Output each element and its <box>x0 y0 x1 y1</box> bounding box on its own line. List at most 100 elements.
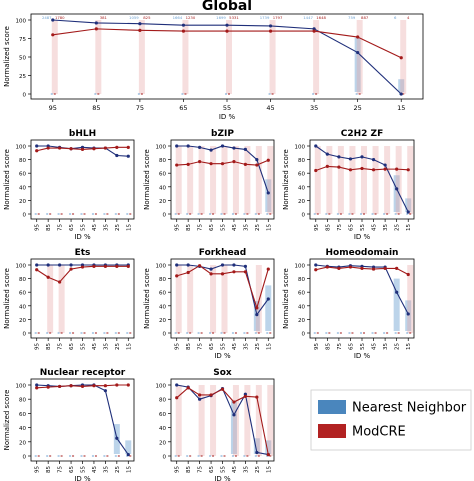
chart-title: Forkhead <box>199 248 246 258</box>
mc-point <box>232 160 236 164</box>
x-tick-label: 45 <box>372 343 378 350</box>
mc-point <box>314 168 318 173</box>
y-tick-label: 40 <box>19 304 26 310</box>
nn-distribution-box <box>393 175 400 212</box>
y-tick-label: 0 <box>23 93 27 99</box>
nn-point <box>35 263 39 267</box>
mc-point <box>69 147 73 151</box>
nn-count-label: 1739 <box>260 15 270 20</box>
nn-point <box>225 23 229 27</box>
y-tick-label: 80 <box>159 158 166 164</box>
nn-point <box>186 144 190 148</box>
x-tick-label: 65 <box>69 224 75 231</box>
x-tick-label: 45 <box>372 224 378 231</box>
mc-distribution-box <box>407 265 414 333</box>
mc-distribution-box <box>407 146 414 214</box>
x-tick-label: 15 <box>126 224 132 231</box>
y-tick-label: 80 <box>159 398 166 404</box>
x-tick-label: 95 <box>175 224 181 231</box>
mc-distribution-box <box>175 265 182 333</box>
x-tick-label: 85 <box>46 466 52 473</box>
y-tick-label: 0 <box>23 213 27 219</box>
mc-point <box>325 164 329 168</box>
y-tick-label: 100 <box>295 145 306 151</box>
mc-point <box>115 383 119 387</box>
x-tick-label: 75 <box>337 343 343 350</box>
x-axis-label: ID % <box>219 113 236 121</box>
y-tick-label: 100 <box>156 264 167 270</box>
nn-count-label: 1059 <box>129 15 139 20</box>
mc-point <box>51 33 55 37</box>
x-tick-label: 15 <box>266 224 272 231</box>
mc-point <box>314 268 318 272</box>
mc-point <box>69 384 73 388</box>
mc-distribution-box <box>267 146 274 214</box>
y-tick-label: 80 <box>298 158 305 164</box>
y-tick-label: 0 <box>302 213 306 219</box>
mc-point <box>209 272 213 276</box>
mc-point <box>35 268 39 272</box>
y-axis-label: Normalized score <box>3 26 11 87</box>
mc-point <box>383 266 387 270</box>
chart-title: bZIP <box>211 129 234 139</box>
x-tick-label: 95 <box>175 343 181 350</box>
nn-point <box>383 163 387 167</box>
mc-point <box>181 29 186 33</box>
mc-point <box>232 270 236 274</box>
x-tick-label: 65 <box>348 343 354 350</box>
x-tick-label: 55 <box>221 466 227 473</box>
mc-point <box>243 162 247 166</box>
x-tick-label: 15 <box>397 104 405 112</box>
x-tick-label: 35 <box>383 224 389 231</box>
mc-distribution-box <box>232 146 239 214</box>
x-tick-label: 25 <box>395 224 401 231</box>
x-tick-label: 75 <box>58 224 64 231</box>
nn-point <box>266 191 270 195</box>
mc-distribution-box <box>255 265 262 333</box>
mc-point <box>232 400 236 404</box>
y-tick-label: 25 <box>19 74 26 80</box>
x-tick-label: 25 <box>115 466 121 473</box>
mc-point <box>92 384 96 388</box>
x-axis-label: ID % <box>354 233 371 241</box>
nn-point <box>360 155 364 159</box>
x-tick-label: 95 <box>35 224 41 231</box>
x-tick-label: 65 <box>209 466 215 473</box>
x-tick-label: 55 <box>81 343 87 350</box>
x-tick-label: 45 <box>92 343 98 350</box>
mc-point <box>58 384 62 389</box>
nn-point <box>58 263 62 267</box>
mc-count-label: 1780 <box>55 15 65 20</box>
nn-distribution-box <box>265 179 272 212</box>
y-tick-label: 100 <box>16 19 27 25</box>
y-tick-label: 40 <box>159 185 166 191</box>
nn-point <box>94 21 98 25</box>
y-tick-label: 100 <box>16 384 27 390</box>
mc-distribution-box <box>244 385 251 456</box>
x-tick-label: 65 <box>179 104 187 112</box>
mc-point <box>46 275 50 279</box>
y-tick-label: 40 <box>298 304 305 310</box>
y-axis-label: Normalized score <box>143 149 151 210</box>
plot-frame <box>30 139 135 220</box>
mc-distribution-box <box>384 146 391 214</box>
mc-distribution-box <box>267 385 274 456</box>
chart-forkhead: Forkhead 0 20 40 60 80 100 Normalized score 95 85… <box>143 248 275 360</box>
y-tick-label: 0 <box>302 332 306 338</box>
mc-point <box>399 56 403 60</box>
x-tick-label: 65 <box>69 343 75 350</box>
y-tick-label: 80 <box>19 158 26 164</box>
y-axis-label: Normalized score <box>143 268 151 329</box>
nn-point <box>314 144 318 148</box>
nn-point <box>175 383 179 387</box>
nn-count-label: 1699 <box>216 15 226 20</box>
x-tick-label: 35 <box>103 466 109 473</box>
nn-point <box>126 452 130 457</box>
y-tick-label: 40 <box>159 426 166 432</box>
x-tick-label: 55 <box>221 343 227 350</box>
mc-point <box>371 168 376 172</box>
mc-point <box>356 35 360 39</box>
nn-point <box>181 23 186 27</box>
x-tick-label: 15 <box>126 343 132 350</box>
mc-point <box>175 396 179 400</box>
